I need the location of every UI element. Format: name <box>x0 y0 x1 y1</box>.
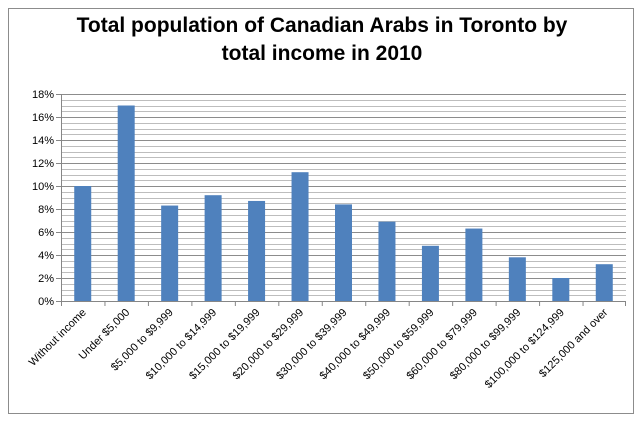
y-tick-label: 2% <box>38 273 54 285</box>
chart-frame <box>8 8 634 414</box>
chart-title-line-2: total income in 2010 <box>221 42 423 65</box>
y-tick-label: 6% <box>38 227 54 239</box>
y-tick-labels: 0% 2% 4% 6% 8% 10% 12% 14% 16% 18% <box>32 89 54 308</box>
y-tick-label: 8% <box>38 204 54 216</box>
bars <box>74 105 613 301</box>
y-tick-label: 18% <box>32 89 54 101</box>
bar <box>335 204 352 301</box>
bar <box>595 264 613 301</box>
bar <box>248 200 266 301</box>
x-tick-label: Without income <box>27 307 89 369</box>
y-tick-label: 14% <box>32 135 54 147</box>
chart-title: Total population of Canadian Arabs in To… <box>0 12 644 68</box>
bar <box>161 205 179 301</box>
bar <box>74 186 92 301</box>
y-tick-label: 16% <box>32 112 54 124</box>
y-tick-label: 10% <box>32 181 54 193</box>
bar <box>117 105 135 301</box>
x-tick-label: $100,000 to $124,999 <box>483 307 567 391</box>
bar <box>465 228 483 301</box>
axes <box>56 94 626 306</box>
bar <box>552 278 570 301</box>
y-tick-label: 12% <box>32 158 54 170</box>
bar <box>421 245 439 301</box>
y-tick-label: 4% <box>38 250 54 262</box>
bar <box>508 257 526 301</box>
y-tick-label: 0% <box>38 296 54 308</box>
bar <box>291 172 309 301</box>
bar <box>378 221 396 301</box>
bar <box>204 195 222 301</box>
chart-title-line-1: Total population of Canadian Arabs in To… <box>76 14 568 37</box>
